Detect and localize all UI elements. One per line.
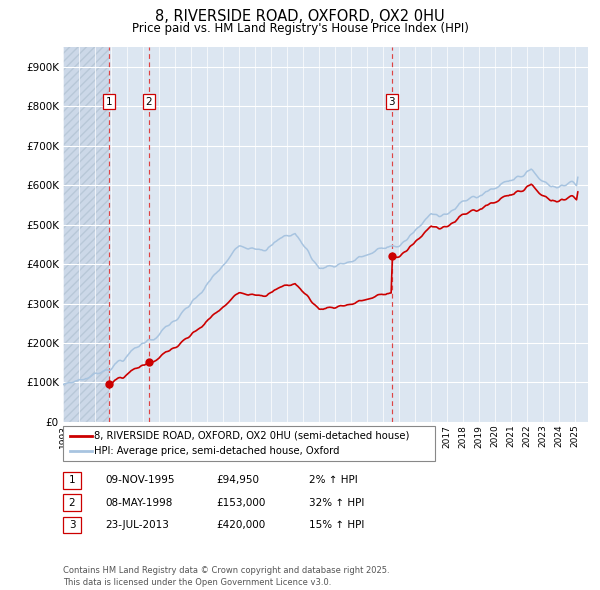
Text: 2: 2 [145,97,152,107]
Text: 2% ↑ HPI: 2% ↑ HPI [309,476,358,485]
Text: £153,000: £153,000 [216,498,265,507]
Text: 3: 3 [68,520,76,530]
Text: Contains HM Land Registry data © Crown copyright and database right 2025.
This d: Contains HM Land Registry data © Crown c… [63,566,389,587]
Text: 8, RIVERSIDE ROAD, OXFORD, OX2 0HU (semi-detached house): 8, RIVERSIDE ROAD, OXFORD, OX2 0HU (semi… [94,431,410,441]
Text: £94,950: £94,950 [216,476,259,485]
Text: 23-JUL-2013: 23-JUL-2013 [105,520,169,530]
Text: 32% ↑ HPI: 32% ↑ HPI [309,498,364,507]
Text: 09-NOV-1995: 09-NOV-1995 [105,476,175,485]
Text: 15% ↑ HPI: 15% ↑ HPI [309,520,364,530]
Text: 1: 1 [68,476,76,485]
Text: £420,000: £420,000 [216,520,265,530]
Text: 1: 1 [106,97,112,107]
Text: 8, RIVERSIDE ROAD, OXFORD, OX2 0HU: 8, RIVERSIDE ROAD, OXFORD, OX2 0HU [155,9,445,24]
Text: HPI: Average price, semi-detached house, Oxford: HPI: Average price, semi-detached house,… [94,447,340,457]
Text: 2: 2 [68,498,76,507]
Text: 3: 3 [389,97,395,107]
Text: Price paid vs. HM Land Registry's House Price Index (HPI): Price paid vs. HM Land Registry's House … [131,22,469,35]
Text: 08-MAY-1998: 08-MAY-1998 [105,498,172,507]
